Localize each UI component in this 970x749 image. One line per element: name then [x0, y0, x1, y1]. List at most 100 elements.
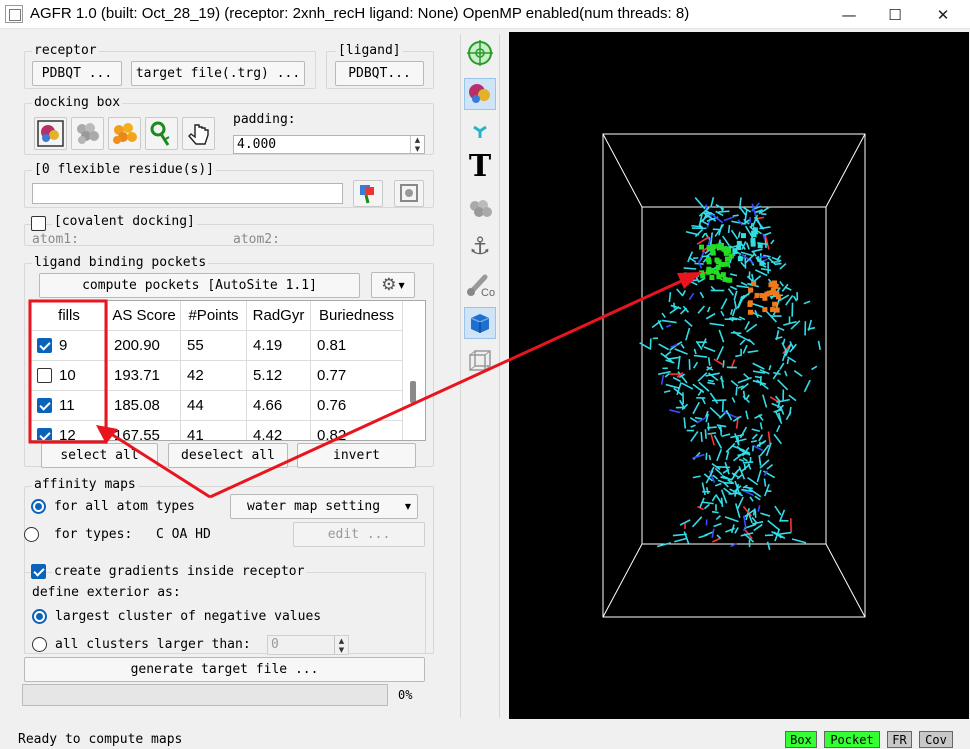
bond-line: [730, 229, 739, 240]
wireframe-box-icon[interactable]: [464, 345, 496, 377]
bond-line: [803, 300, 811, 305]
bond-line: [721, 400, 725, 413]
bond-line: [763, 231, 772, 236]
receptor-pdbqt-button[interactable]: PDBQT ...: [32, 61, 122, 86]
pocket-fill-11-cube: [768, 282, 774, 288]
pocket-fill-9-cube: [726, 248, 732, 254]
cluster-size-spinbox[interactable]: 0 ▲ ▼: [267, 635, 349, 655]
bond-line: [737, 219, 744, 226]
bond-line: [672, 533, 687, 537]
text-label-icon[interactable]: T: [468, 148, 492, 184]
bond-line: [716, 345, 725, 361]
table-row-fill[interactable]: 9: [31, 331, 108, 361]
column-header-points[interactable]: #Points: [181, 301, 247, 331]
bond-line: [743, 450, 751, 455]
flexible-residue-input[interactable]: [32, 183, 343, 204]
bond-line: [722, 468, 730, 474]
gradients-checkbox[interactable]: [31, 564, 46, 579]
table-cell-buriedness: 0.81: [311, 331, 403, 361]
bond-line: [730, 309, 734, 315]
maximize-button[interactable]: ☐: [888, 5, 902, 24]
pocket-fill-12-cube: [736, 245, 742, 251]
bond-line: [665, 324, 672, 328]
invert-button[interactable]: invert: [297, 443, 416, 468]
bond-line: [685, 327, 691, 341]
bond-line: [698, 534, 708, 539]
column-header-radgyr[interactable]: RadGyr: [247, 301, 311, 331]
target-file-button[interactable]: target file(.trg) ...: [131, 61, 305, 86]
clear-residue-button[interactable]: [394, 180, 424, 207]
bond-line: [727, 288, 735, 296]
bond-line: [785, 411, 792, 421]
bond-line: [742, 506, 753, 517]
for-types-radio[interactable]: [24, 527, 39, 542]
bond-line: [707, 432, 717, 435]
manual-box-icon[interactable]: [182, 117, 215, 150]
largest-cluster-radio[interactable]: [32, 609, 47, 624]
pocket-checkbox[interactable]: [37, 338, 52, 353]
bond-line: [756, 379, 769, 390]
pocket-fill-9-cube: [713, 269, 719, 275]
receptor-surface-icon[interactable]: [464, 78, 496, 110]
bond-line: [760, 267, 772, 272]
select-all-button[interactable]: select all: [41, 443, 158, 468]
bond-line: [759, 459, 770, 469]
fill-box-icon[interactable]: [108, 117, 141, 150]
column-header-fills[interactable]: fills: [31, 301, 108, 331]
residue-box-icon[interactable]: [145, 117, 178, 150]
padding-label: padding:: [233, 112, 296, 127]
padding-spinbox[interactable]: 4.000 ▲ ▼: [233, 135, 425, 154]
table-row-fill[interactable]: 10: [31, 361, 108, 391]
covalent-checkbox[interactable]: [31, 216, 46, 231]
receptor-box-icon[interactable]: [34, 117, 67, 150]
anchor-icon[interactable]: ⚓: [469, 232, 491, 260]
minimize-button[interactable]: —: [841, 5, 857, 24]
bond-line: [742, 390, 746, 400]
bond-line: [747, 349, 759, 354]
water-map-dropdown[interactable]: water map setting ▼: [230, 494, 418, 519]
molecule-scene: [602, 133, 866, 618]
molecule-viewer[interactable]: [509, 32, 969, 719]
bond-line: [786, 358, 790, 365]
bond-line: [751, 445, 755, 452]
column-header-buriedness[interactable]: Buriedness: [311, 301, 403, 331]
pocket-checkbox[interactable]: [37, 368, 52, 383]
close-button[interactable]: ✕: [936, 5, 950, 24]
bond-line: [716, 449, 723, 462]
edit-types-button[interactable]: edit ...: [293, 522, 425, 547]
compute-pockets-button[interactable]: compute pockets [AutoSite 1.1]: [39, 273, 360, 298]
pocket-checkbox[interactable]: [37, 398, 52, 413]
atoms-box-icon[interactable]: [71, 117, 104, 150]
covalent-bond-icon[interactable]: Co: [464, 268, 496, 300]
all-atom-types-radio[interactable]: [31, 499, 46, 514]
bond-line: [744, 486, 754, 490]
deselect-all-button[interactable]: deselect all: [168, 443, 288, 468]
padding-spin-arrows[interactable]: ▲ ▼: [410, 136, 424, 153]
select-residue-button[interactable]: [353, 180, 383, 207]
bond-line: [703, 346, 716, 353]
table-row-fill[interactable]: 11: [31, 391, 108, 421]
solid-box-icon[interactable]: [464, 307, 496, 339]
svg-text:Co: Co: [481, 287, 495, 299]
generate-target-button[interactable]: generate target file ...: [24, 657, 425, 682]
column-header-as-score[interactable]: AS Score: [108, 301, 181, 331]
all-clusters-radio[interactable]: [32, 637, 47, 652]
bond-line: [759, 369, 770, 375]
ligand-pdbqt-button[interactable]: PDBQT...: [335, 61, 424, 86]
table-scrollbar-thumb[interactable]: [410, 381, 416, 403]
pocket-checkbox[interactable]: [37, 428, 52, 440]
ligand-icon[interactable]: [464, 116, 496, 148]
center-target-icon[interactable]: [464, 37, 496, 69]
bond-line: [738, 197, 742, 209]
cluster-spin-arrows[interactable]: ▲ ▼: [334, 636, 348, 654]
bond-line: [762, 233, 766, 240]
bond-line: [773, 371, 781, 376]
flexible-residue-title: [0 flexible residue(s)]: [32, 162, 217, 177]
atoms-cluster-icon[interactable]: [464, 193, 496, 225]
bond-line: [752, 379, 767, 385]
bond-line: [740, 261, 746, 268]
pocket-settings-button[interactable]: ⚙ ▼: [371, 272, 415, 298]
pocket-fill-12-cube: [732, 248, 738, 254]
table-row-fill[interactable]: 12: [31, 421, 108, 440]
covalent-title: [covalent docking]: [52, 214, 197, 229]
